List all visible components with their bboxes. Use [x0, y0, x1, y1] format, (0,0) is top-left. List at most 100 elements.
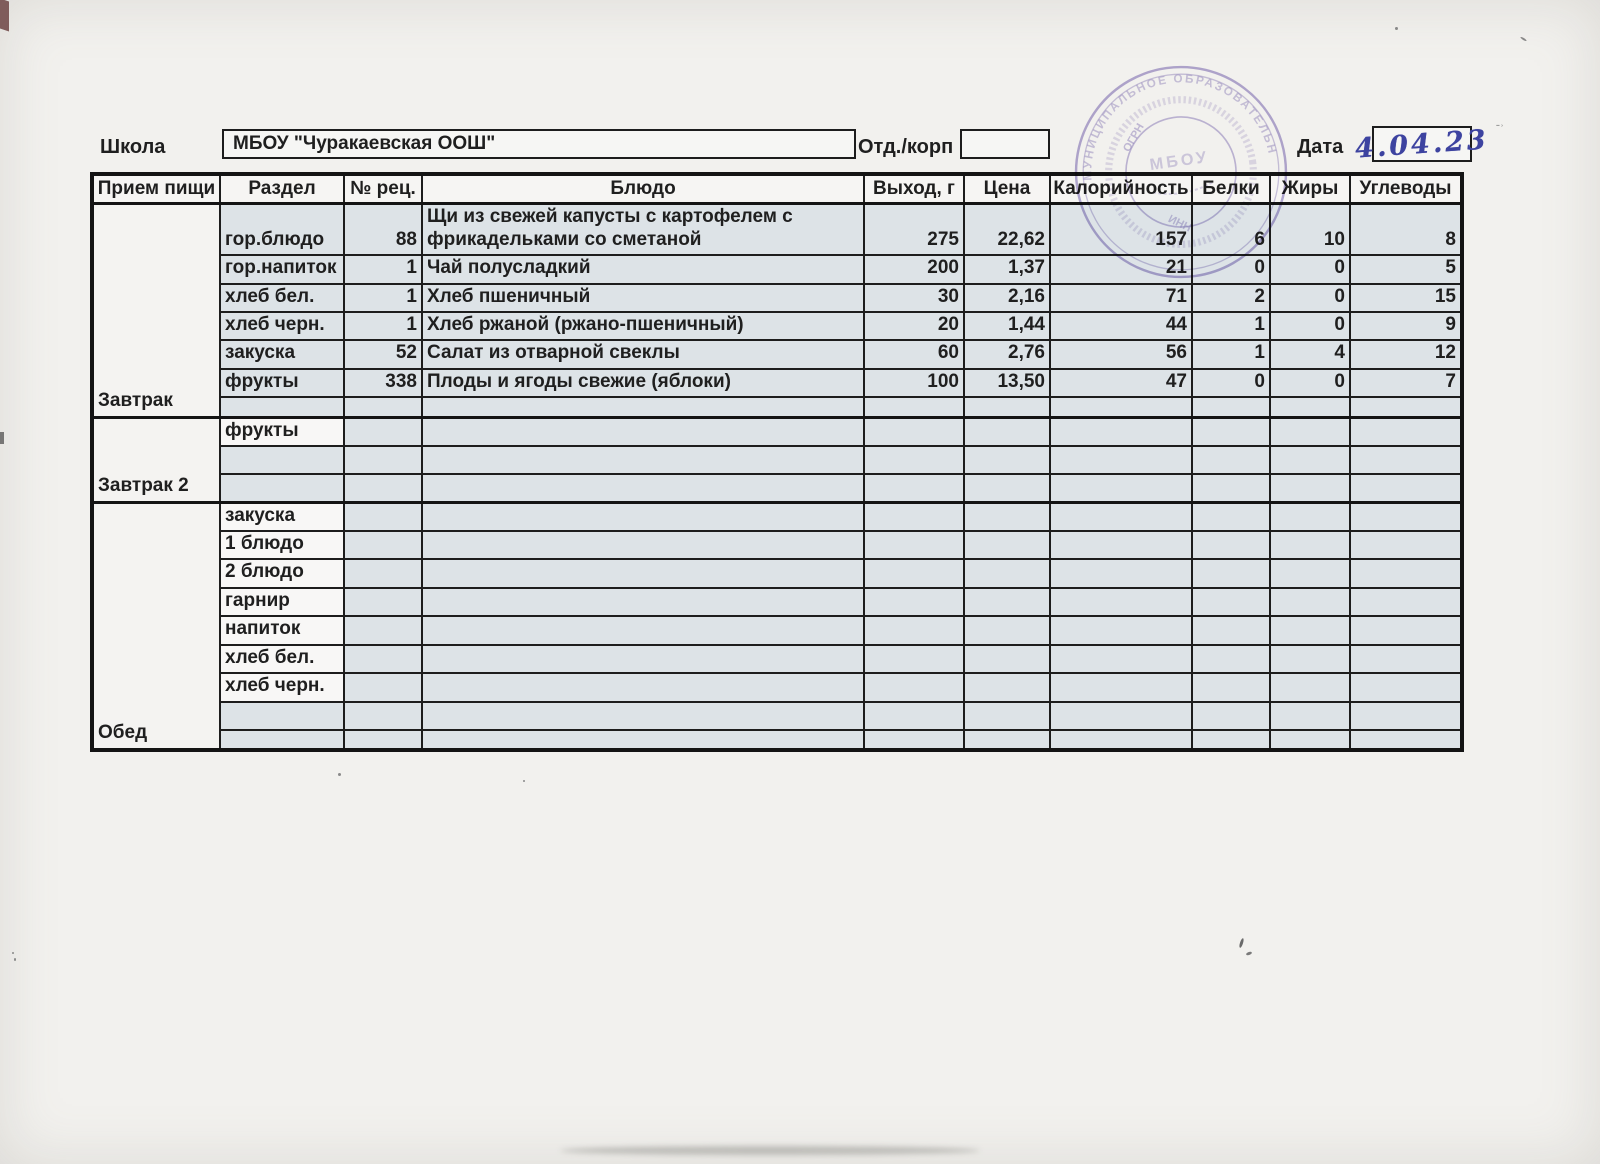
meal-cell: Завтрак: [91, 202, 221, 419]
table-row: [92, 445, 1463, 476]
scan-speck: [1245, 951, 1253, 956]
calories-cell: [1049, 415, 1193, 448]
scan-speck: [14, 958, 16, 961]
protein-cell: [1191, 586, 1271, 618]
fat-cell: 0: [1269, 254, 1351, 285]
school-name-box: МБОУ "Чуракаевская ООШ": [222, 129, 856, 159]
section-cell: гор.блюдо: [219, 202, 345, 257]
column-header: Белки: [1191, 173, 1271, 206]
price-cell: [963, 415, 1051, 448]
calories-cell: [1049, 530, 1193, 561]
school-name: МБОУ "Чуракаевская ООШ": [233, 133, 496, 154]
table-row: хлеб бел. 1 Хлеб пшеничный 30 2,16 71 2 0 15: [92, 282, 1463, 314]
calories-cell: 47: [1049, 367, 1193, 399]
recipe-number-cell: [343, 586, 423, 618]
recipe-number-cell: 1: [343, 282, 423, 314]
output-grams-cell: 60: [863, 339, 965, 370]
scan-speck: [1238, 937, 1245, 949]
column-header: Калорийность: [1049, 173, 1193, 206]
calories-cell: [1049, 672, 1193, 703]
dish-cell: [421, 615, 865, 646]
recipe-number-cell: [343, 445, 423, 476]
calories-cell: [1049, 500, 1193, 533]
calories-cell: [1049, 396, 1193, 419]
calories-cell: 71: [1049, 282, 1193, 314]
protein-cell: 6: [1191, 202, 1271, 257]
table-header: Прием пищи Раздел № рец. Блюдо Выход, г Цена К…: [91, 173, 1463, 206]
carbs-cell: [1349, 415, 1463, 448]
table-row: фрукты 338 Плоды и ягоды свежие (яблоки) 10…: [92, 367, 1463, 399]
fat-cell: [1269, 672, 1351, 703]
table-row: напиток: [92, 615, 1463, 646]
recipe-number-cell: [343, 672, 423, 703]
stamp-ogrn-text: ОГРН: [1121, 122, 1147, 154]
stamp-center-text: МБОУ: [1149, 148, 1211, 174]
output-grams-cell: [863, 586, 965, 618]
section-cell: напиток: [219, 615, 345, 646]
dish-cell: Чай полусладкий: [421, 254, 865, 285]
protein-cell: [1191, 615, 1271, 646]
table-row: [92, 396, 1463, 419]
output-grams-cell: 30: [863, 282, 965, 314]
meal-cell: Завтрак 2: [91, 415, 221, 504]
dish-cell: [421, 473, 865, 504]
calories-cell: [1049, 558, 1193, 589]
fat-cell: [1269, 415, 1351, 448]
scan-speck: [338, 773, 341, 776]
protein-cell: [1191, 396, 1271, 419]
price-cell: 22,62: [963, 202, 1051, 257]
table-row: 1 блюдо: [92, 530, 1463, 561]
column-header: Блюдо: [421, 173, 865, 206]
calories-cell: [1049, 586, 1193, 618]
price-cell: [963, 700, 1051, 731]
section-cell: фрукты: [219, 367, 345, 399]
section-cell: хлеб черн.: [219, 672, 345, 703]
table-body: Завтрак гор.блюдо 88 Щи из свежей капусты с…: [91, 202, 1463, 751]
calories-cell: [1049, 700, 1193, 731]
protein-cell: 1: [1191, 311, 1271, 342]
output-grams-cell: [863, 728, 965, 751]
column-header: № рец.: [343, 173, 423, 206]
protein-cell: [1191, 415, 1271, 448]
dish-cell: [421, 558, 865, 589]
scan-corner-artifact: [0, 0, 9, 32]
recipe-number-cell: [343, 700, 423, 731]
column-header: Прием пищи: [91, 173, 221, 206]
table-row: хлеб черн.: [92, 672, 1463, 703]
recipe-number-cell: [343, 500, 423, 533]
price-cell: [963, 396, 1051, 419]
protein-cell: [1191, 500, 1271, 533]
table-row: закуска 52 Салат из отварной свеклы 60 2,76 5…: [92, 339, 1463, 370]
fat-cell: [1269, 586, 1351, 618]
scan-speck: [1520, 36, 1527, 42]
table-row: хлеб бел.: [92, 643, 1463, 675]
date-label: Дата: [1297, 136, 1344, 158]
output-grams-cell: [863, 396, 965, 419]
school-label: Школа: [100, 136, 166, 158]
output-grams-cell: [863, 558, 965, 589]
output-grams-cell: [863, 615, 965, 646]
fat-cell: [1269, 643, 1351, 675]
recipe-number-cell: 338: [343, 367, 423, 399]
scan-bottom-smudge: [560, 1146, 980, 1155]
dish-cell: [421, 396, 865, 419]
protein-cell: [1191, 700, 1271, 731]
column-header: Углеводы: [1349, 173, 1463, 206]
section-cell: хлеб черн.: [219, 311, 345, 342]
carbs-cell: [1349, 586, 1463, 618]
protein-cell: [1191, 445, 1271, 476]
meal-cell: Обед: [91, 500, 221, 751]
calories-cell: [1049, 473, 1193, 504]
table-row: гарнир: [92, 586, 1463, 618]
section-cell: 1 блюдо: [219, 530, 345, 561]
dish-cell: Плоды и ягоды свежие (яблоки): [421, 367, 865, 399]
calories-cell: [1049, 643, 1193, 675]
price-cell: 1,37: [963, 254, 1051, 285]
calories-cell: 44: [1049, 311, 1193, 342]
table-row: [92, 473, 1463, 504]
dish-cell: Щи из свежей капусты с картофелем с фрик…: [421, 202, 865, 257]
protein-cell: [1191, 728, 1271, 751]
recipe-number-cell: [343, 558, 423, 589]
protein-cell: [1191, 558, 1271, 589]
